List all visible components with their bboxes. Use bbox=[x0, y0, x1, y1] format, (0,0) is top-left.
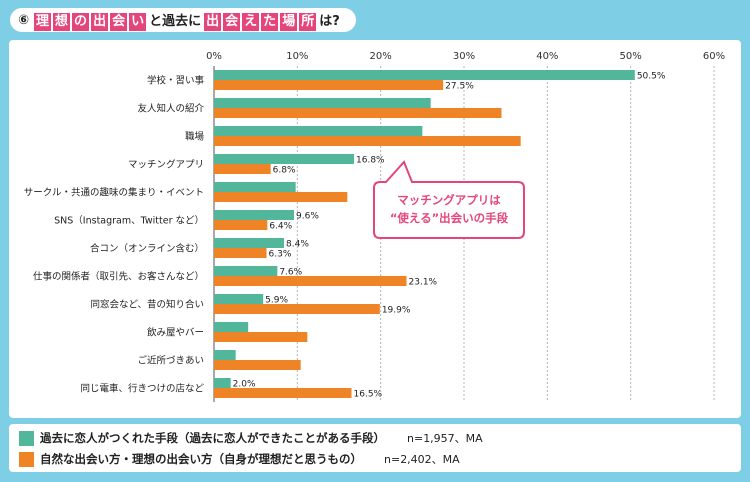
bar-series2 bbox=[214, 136, 521, 146]
x-tick-label: 50% bbox=[620, 51, 642, 62]
category-label: サークル・共通の趣味の集まり・イベント bbox=[24, 187, 204, 199]
data-label: 6.8% bbox=[273, 166, 296, 176]
bar-series2 bbox=[214, 248, 267, 258]
title-part-2: の bbox=[72, 12, 90, 31]
bar-series1 bbox=[214, 294, 264, 304]
bar-series2 bbox=[214, 360, 301, 370]
title-part-8: 会 bbox=[223, 12, 241, 31]
data-label: 6.3% bbox=[269, 250, 292, 260]
bar-series1 bbox=[214, 70, 635, 80]
data-label: 23.1% bbox=[409, 278, 438, 288]
callout-bubble bbox=[373, 160, 525, 239]
x-tick-label: 10% bbox=[286, 51, 308, 62]
data-label: 6.4% bbox=[269, 222, 292, 232]
bar-series2 bbox=[214, 108, 502, 118]
legend-swatch-series1 bbox=[19, 430, 34, 446]
category-label: 同窓会など、昔の知り合い bbox=[90, 299, 204, 311]
legend-item-series1: 過去に恋人がつくれた手段（過去に恋人ができたことがある手段） n=1,957、M… bbox=[19, 430, 483, 446]
bar-series2 bbox=[214, 192, 348, 202]
bar-series1 bbox=[214, 182, 296, 192]
title-part-7: 出 bbox=[204, 12, 222, 31]
bar-series2 bbox=[214, 388, 352, 398]
category-label: 飲み屋やバー bbox=[147, 327, 204, 339]
data-label: 8.4% bbox=[286, 240, 309, 250]
bar-series2 bbox=[214, 276, 407, 286]
title-part-10: た bbox=[261, 12, 279, 31]
category-label: マッチングアプリ bbox=[128, 159, 204, 171]
x-tick-label: 30% bbox=[453, 51, 475, 62]
title-part-5: い bbox=[129, 12, 147, 31]
bar-series1 bbox=[214, 266, 278, 276]
category-label: 合コン（オンライン含む） bbox=[90, 243, 204, 255]
bar-series1 bbox=[214, 154, 354, 164]
x-tick-label: 60% bbox=[703, 51, 725, 62]
data-label: 7.6% bbox=[279, 268, 302, 278]
category-label: 友人知人の紹介 bbox=[137, 103, 204, 115]
bar-series1 bbox=[214, 350, 236, 360]
title-part-9: え bbox=[242, 12, 260, 31]
title-number: ⑥ bbox=[18, 12, 30, 28]
chart-panel: 0% 10% 20% 30% 40% 50% 60% 学校・習い事 50.5% 27.5% 友人知人… bbox=[9, 40, 741, 418]
data-label: 2.0% bbox=[233, 380, 256, 390]
x-tick-label: 40% bbox=[536, 51, 558, 62]
bar-series1 bbox=[214, 322, 249, 332]
title-part-6: と過去に bbox=[149, 13, 202, 29]
data-label: 16.8% bbox=[356, 156, 385, 166]
title-text: 理想の出会いと過去に出会えた場所は? bbox=[33, 10, 342, 31]
bar-series1 bbox=[214, 378, 231, 388]
data-label: 9.6% bbox=[296, 212, 319, 222]
callout-line2: “使える”出会いの手段 bbox=[390, 211, 509, 225]
category-label: 学校・習い事 bbox=[147, 75, 205, 87]
bar-chart: 0% 10% 20% 30% 40% 50% 60% 学校・習い事 50.5% 27.5% 友人知人… bbox=[24, 51, 725, 402]
category-label: 職場 bbox=[185, 131, 205, 143]
legend-label-series1: 過去に恋人がつくれた手段（過去に恋人ができたことがある手段） bbox=[40, 431, 385, 445]
x-tick-label: 20% bbox=[370, 51, 392, 62]
legend-n-series2: n=2,402、MA bbox=[384, 453, 460, 466]
bar-series2 bbox=[214, 80, 444, 90]
title-part-12: 所 bbox=[299, 12, 317, 31]
legend-n-series1: n=1,957、MA bbox=[407, 432, 483, 445]
legend-swatch-series2 bbox=[19, 451, 34, 467]
title-part-11: 場 bbox=[280, 12, 298, 31]
data-label: 19.9% bbox=[382, 306, 411, 316]
title-part-4: 会 bbox=[110, 12, 128, 31]
bar-series2 bbox=[214, 332, 308, 342]
legend-item-series2: 自然な出会い方・理想の出会い方（自身が理想だと思うもの） n=2,402、MA bbox=[19, 451, 460, 467]
data-label: 27.5% bbox=[445, 82, 474, 92]
data-label: 50.5% bbox=[637, 72, 666, 82]
legend-label-series2: 自然な出会い方・理想の出会い方（自身が理想だと思うもの） bbox=[40, 452, 362, 466]
bar-series1 bbox=[214, 126, 423, 136]
bar-series2 bbox=[214, 220, 268, 230]
chart-title: ⑥ 理想の出会いと過去に出会えた場所は? bbox=[10, 8, 356, 32]
title-part-3: 出 bbox=[91, 12, 109, 31]
title-part-1: 想 bbox=[53, 12, 71, 31]
bar-series1 bbox=[214, 210, 294, 220]
category-label: 同じ電車、行きつけの店など bbox=[80, 383, 204, 395]
category-label: ご近所づきあい bbox=[137, 355, 204, 367]
category-label: SNS（Instagram、Twitter など） bbox=[54, 215, 204, 227]
title-part-13: は? bbox=[319, 13, 340, 29]
callout-line1: マッチングアプリは bbox=[397, 193, 501, 207]
bar-series2 bbox=[214, 304, 380, 314]
data-label: 5.9% bbox=[265, 296, 288, 306]
data-label: 16.5% bbox=[354, 390, 383, 400]
x-tick-label: 0% bbox=[206, 51, 222, 62]
bar-series1 bbox=[214, 238, 284, 248]
bar-series2 bbox=[214, 164, 271, 174]
legend: 過去に恋人がつくれた手段（過去に恋人ができたことがある手段） n=1,957、M… bbox=[9, 424, 741, 472]
category-label: 仕事の関係者（取引先、お客さんなど） bbox=[33, 271, 204, 283]
title-part-0: 理 bbox=[34, 12, 52, 31]
bar-series1 bbox=[214, 98, 431, 108]
